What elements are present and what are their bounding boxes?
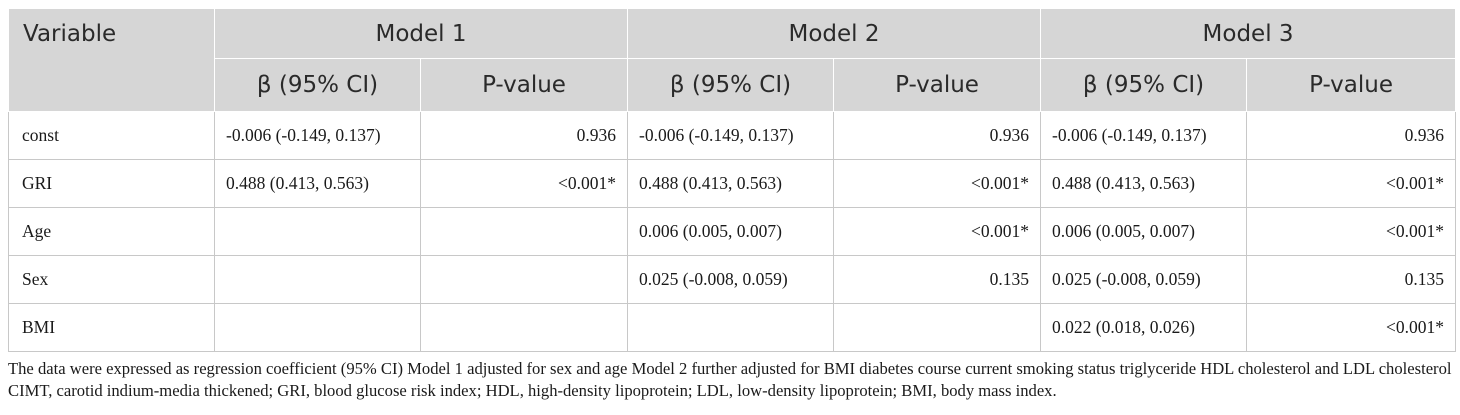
cell-beta-model-2: -0.006 (-0.149, 0.137) (627, 111, 835, 160)
row-label: Age (8, 207, 215, 256)
cell-beta-model-3: -0.006 (-0.149, 0.137) (1040, 111, 1248, 160)
cell-beta-model-1 (214, 255, 421, 304)
cell-p-model-1 (419, 303, 629, 352)
cell-p-model-1 (419, 255, 629, 304)
cell-p-model-1: 0.936 (419, 111, 629, 160)
header-beta-model-2: β (95% CI) (627, 58, 835, 112)
header-model-3: Model 3 (1040, 8, 1457, 59)
header-p-model-2: P-value (833, 58, 1042, 112)
row-label: BMI (8, 303, 215, 352)
cell-p-model-3: <0.001* (1246, 159, 1457, 208)
cell-p-model-2: 0.135 (833, 255, 1042, 304)
table-header: Variable Model 1 Model 2 Model 3 β (95% … (8, 8, 1457, 112)
cell-p-model-1 (419, 207, 629, 256)
table-row: Sex 0.025 (-0.008, 0.059) 0.135 0.025 (-… (8, 255, 1457, 304)
cell-beta-model-1: 0.488 (0.413, 0.563) (214, 159, 421, 208)
cell-p-model-3: 0.936 (1246, 111, 1457, 160)
cell-p-model-1: <0.001* (419, 159, 629, 208)
cell-beta-model-1: -0.006 (-0.149, 0.137) (214, 111, 421, 160)
cell-beta-model-3: 0.488 (0.413, 0.563) (1040, 159, 1248, 208)
header-variable: Variable (8, 8, 215, 112)
table-row: GRI 0.488 (0.413, 0.563) <0.001* 0.488 (… (8, 159, 1457, 208)
cell-p-model-2: <0.001* (833, 207, 1042, 256)
header-row-models: Variable Model 1 Model 2 Model 3 (8, 8, 1457, 112)
cell-p-model-3: <0.001* (1246, 303, 1457, 352)
regression-table-container: Variable Model 1 Model 2 Model 3 β (95% … (8, 8, 1457, 352)
table-row: BMI 0.022 (0.018, 0.026) <0.001* (8, 303, 1457, 352)
cell-beta-model-2: 0.488 (0.413, 0.563) (627, 159, 835, 208)
header-model-2: Model 2 (627, 8, 1042, 59)
cell-p-model-2 (833, 303, 1042, 352)
header-model-1: Model 1 (213, 8, 629, 59)
cell-beta-model-3: 0.022 (0.018, 0.026) (1040, 303, 1248, 352)
row-label: const (8, 111, 215, 160)
header-p-model-1: P-value (419, 58, 629, 112)
header-p-model-3: P-value (1246, 58, 1457, 112)
row-label: Sex (8, 255, 215, 304)
cell-beta-model-3: 0.006 (0.005, 0.007) (1040, 207, 1248, 256)
cell-p-model-2: <0.001* (833, 159, 1042, 208)
cell-beta-model-3: 0.025 (-0.008, 0.059) (1040, 255, 1248, 304)
cell-beta-model-2: 0.006 (0.005, 0.007) (627, 207, 835, 256)
cell-beta-model-2: 0.025 (-0.008, 0.059) (627, 255, 835, 304)
table-row: Age 0.006 (0.005, 0.007) <0.001* 0.006 (… (8, 207, 1457, 256)
table-footnote: The data were expressed as regression co… (8, 359, 1452, 400)
row-label: GRI (8, 159, 215, 208)
header-beta-model-3: β (95% CI) (1040, 58, 1248, 112)
table-body: const -0.006 (-0.149, 0.137) 0.936 -0.00… (8, 111, 1457, 352)
regression-table: Variable Model 1 Model 2 Model 3 β (95% … (8, 8, 1457, 352)
header-beta-model-1: β (95% CI) (214, 58, 421, 112)
cell-p-model-3: <0.001* (1246, 207, 1457, 256)
cell-beta-model-1 (214, 303, 421, 352)
cell-p-model-3: 0.135 (1246, 255, 1457, 304)
header-row-stats: β (95% CI) P-value β (95% CI) P-value β … (9, 58, 1457, 112)
cell-beta-model-1 (214, 207, 421, 256)
cell-beta-model-2 (627, 303, 835, 352)
cell-p-model-2: 0.936 (833, 111, 1042, 160)
table-row: const -0.006 (-0.149, 0.137) 0.936 -0.00… (8, 111, 1457, 160)
